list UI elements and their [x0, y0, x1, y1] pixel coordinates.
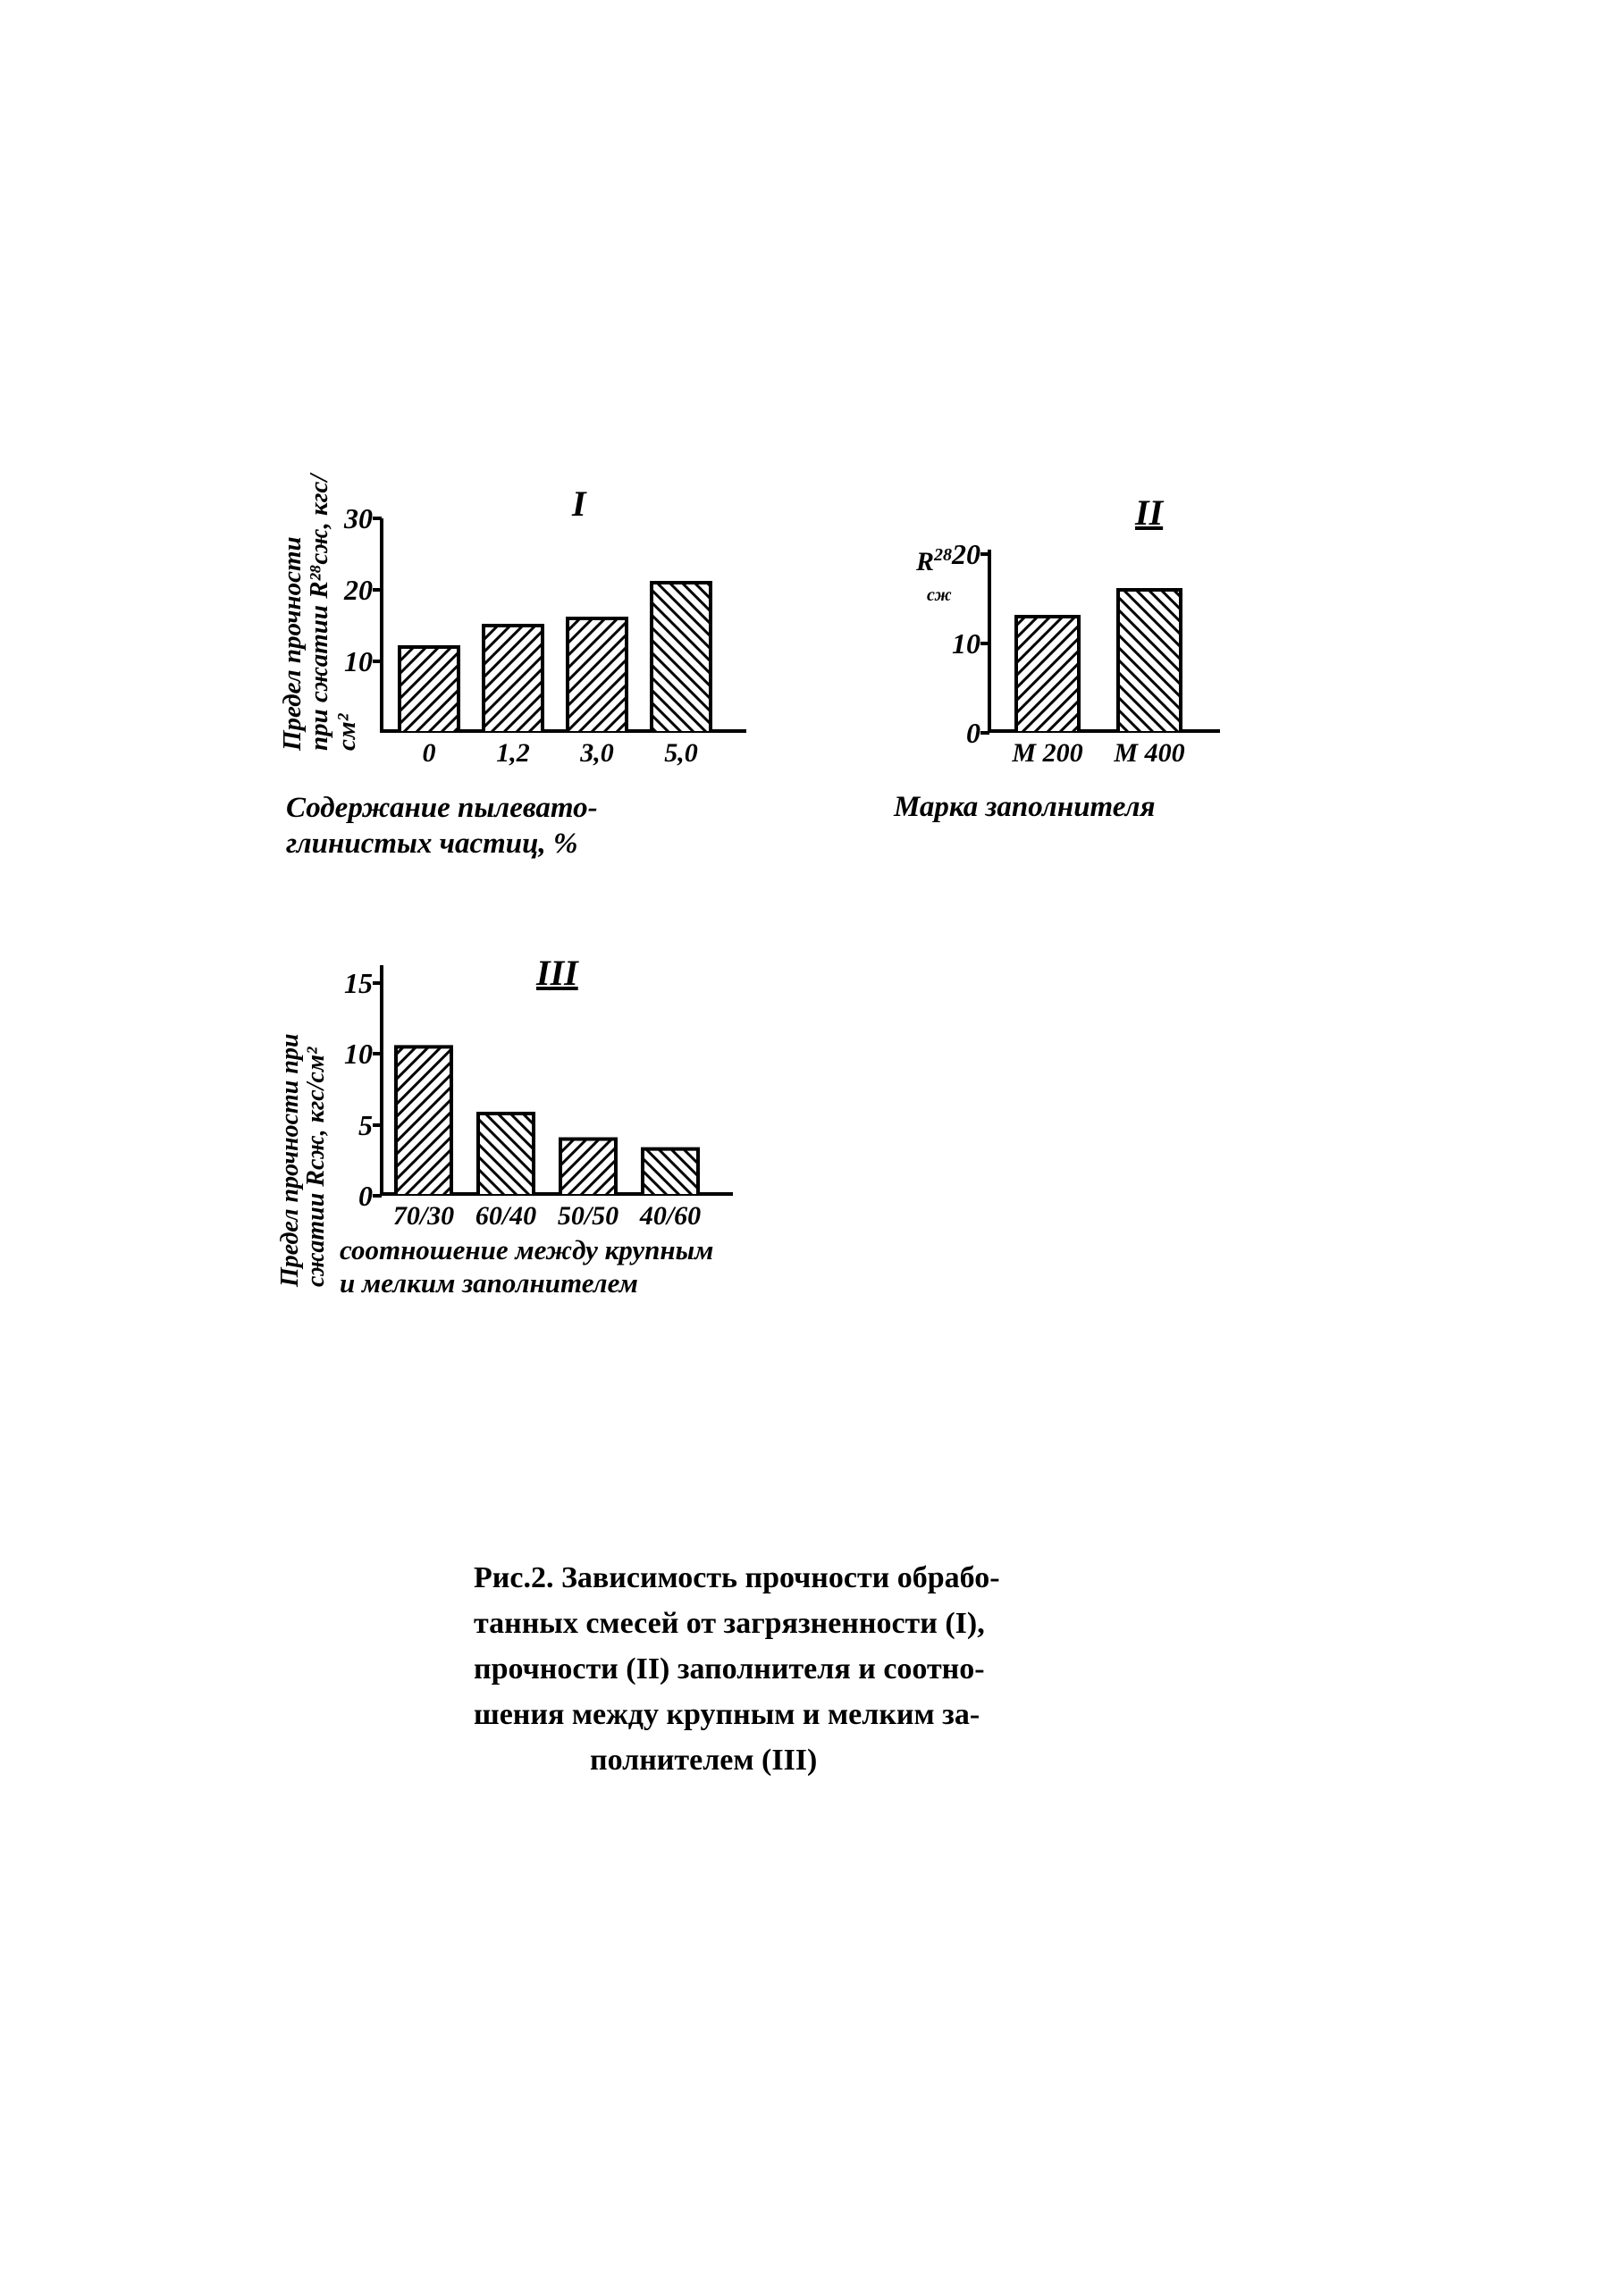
x-tick-label: 50/50	[545, 1201, 631, 1232]
bar	[400, 647, 459, 733]
bar	[478, 1114, 534, 1196]
chart-3: Предел прочности присжатии Rсж, кгс/см² …	[250, 965, 822, 1341]
page: Предел прочностипри сжатии R²⁸сж, кгс/см…	[0, 0, 1624, 2270]
y-tick-label: 0	[936, 717, 980, 750]
y-tick-label: 10	[328, 645, 373, 678]
chart2-x-axis-label: Марка заполнителя	[894, 791, 1305, 824]
y-tick-label: 10	[328, 1038, 373, 1071]
bar	[396, 1047, 451, 1196]
x-tick-label: М 200	[1005, 738, 1090, 769]
charts-row-2: Предел прочности присжатии Rсж, кгс/см² …	[250, 965, 876, 1341]
caption-line-1: Рис.2. Зависимость прочности обрабо-	[474, 1555, 1171, 1601]
x-tick-label: 60/40	[463, 1201, 549, 1232]
figure-caption: Рис.2. Зависимость прочности обрабо- тан…	[474, 1555, 1171, 1783]
chart2-title: II	[1135, 492, 1163, 534]
chart3-y-axis-label: Предел прочности присжатии Rсж, кгс/см²	[277, 934, 330, 1287]
bar	[1118, 590, 1181, 733]
y-tick-label: 10	[936, 627, 980, 660]
chart-2: II R28 сж 01020 М 200М 400 Марка заполни…	[876, 518, 1287, 858]
chart3-x-axis-label: соотношение между крупными мелким заполн…	[340, 1233, 858, 1299]
y-tick-label: 5	[328, 1109, 373, 1142]
x-tick-label: 5,0	[638, 738, 724, 769]
caption-line-4: шения между крупным и мелким за-	[474, 1692, 1171, 1737]
caption-line-3: прочности (II) заполнителя и соотно-	[474, 1646, 1171, 1692]
y-tick-label: 0	[328, 1180, 373, 1213]
y-tick-label: 20	[328, 574, 373, 607]
x-tick-label: 1,2	[470, 738, 556, 769]
bar	[568, 618, 627, 733]
x-tick-label: 0	[386, 738, 472, 769]
bar	[652, 583, 711, 733]
caption-line-2: танных смесей от загрязненности (I),	[474, 1601, 1171, 1646]
chart3-bars	[380, 983, 746, 1196]
bar	[643, 1149, 698, 1196]
caption-line-5: полнителем (III)	[474, 1737, 1171, 1783]
x-tick-label: 40/60	[627, 1201, 713, 1232]
bar	[1016, 617, 1079, 733]
y-tick-label: 15	[328, 967, 373, 1000]
chart1-bars	[380, 518, 755, 733]
bar	[560, 1139, 616, 1196]
y-tick-label: 30	[328, 502, 373, 535]
x-tick-label: 3,0	[554, 738, 640, 769]
bar	[484, 626, 543, 733]
chart2-bars	[988, 554, 1229, 733]
charts-row-1: Предел прочностипри сжатии R²⁸сж, кгс/см…	[250, 483, 1376, 858]
y-tick-label: 20	[936, 538, 980, 571]
x-tick-label: 70/30	[381, 1201, 467, 1232]
chart1-x-axis-label: Содержание пылевато-глинистых частиц, %	[286, 791, 778, 862]
x-tick-label: М 400	[1107, 738, 1192, 769]
